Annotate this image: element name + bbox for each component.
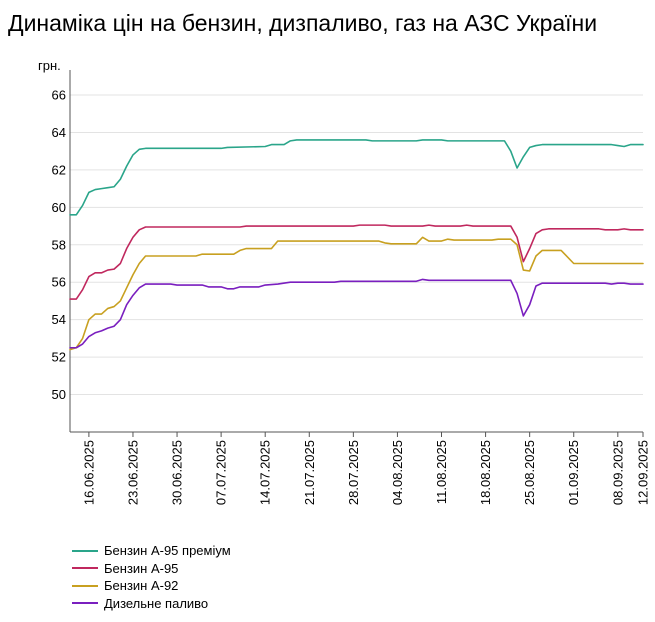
axes: 50 52 54 56 58 60 62 64 66 16.06.2025 23.06.2025 30… — [52, 70, 651, 505]
legend-label: Бензин А-95 преміум — [104, 543, 231, 559]
legend-item[interactable]: Бензин А-92 — [72, 577, 231, 595]
y-tick-label: 50 — [52, 387, 66, 402]
legend-label: Бензин А-95 — [104, 560, 179, 576]
x-tick-label: 04.08.2025 — [390, 440, 405, 505]
y-tick-label: 66 — [52, 88, 66, 103]
chart-title: Динаміка цін на бензин, дизпаливо, газ н… — [8, 10, 598, 36]
legend-item[interactable]: Дизельне паливо — [72, 595, 231, 613]
grid-lines — [70, 94, 643, 396]
y-axis-unit-label: грн. — [38, 58, 61, 73]
y-tick-label: 56 — [52, 275, 66, 290]
legend-item[interactable]: Бензин А-95 — [72, 560, 231, 578]
legend-label: Дизельне паливо — [104, 595, 209, 611]
x-tick-label: 14.07.2025 — [258, 440, 273, 505]
x-tick-label: 23.06.2025 — [125, 440, 140, 505]
x-tick-label: 07.07.2025 — [214, 440, 229, 505]
x-tick-label: 18.08.2025 — [478, 440, 493, 505]
x-tick-label: 01.09.2025 — [566, 440, 581, 505]
x-tick-label: 16.06.2025 — [81, 440, 96, 505]
legend-label: Бензин А-92 — [104, 578, 179, 594]
series-lines — [69, 139, 644, 351]
legend: Бензин А-95 преміум Бензин А-95 Бензин А-9… — [72, 542, 231, 612]
x-tick-label: 08.09.2025 — [610, 440, 625, 505]
x-tick-label: 30.06.2025 — [170, 440, 185, 505]
y-tick-label: 52 — [52, 350, 66, 365]
legend-swatch — [72, 602, 98, 605]
x-tick-label: 28.07.2025 — [346, 440, 361, 505]
series-line-2 — [69, 224, 644, 300]
legend-swatch — [72, 567, 98, 570]
x-tick-label: 12.09.2025 — [636, 440, 651, 505]
series-line-3 — [69, 236, 644, 351]
y-tick-label: 58 — [52, 237, 66, 252]
x-tick-label: 11.08.2025 — [434, 440, 449, 504]
y-tick-label: 62 — [52, 162, 66, 177]
legend-swatch — [72, 549, 98, 552]
legend-item[interactable]: Бензин А-95 преміум — [72, 542, 231, 560]
legend-swatch — [72, 584, 98, 587]
x-tick-label: 21.07.2025 — [302, 440, 317, 505]
series-line-4 — [69, 278, 644, 349]
series-line-1 — [69, 139, 644, 216]
x-tick-label: 25.08.2025 — [522, 440, 537, 505]
y-tick-label: 64 — [52, 125, 66, 140]
y-tick-label: 54 — [52, 312, 66, 327]
y-tick-label: 60 — [52, 200, 66, 215]
